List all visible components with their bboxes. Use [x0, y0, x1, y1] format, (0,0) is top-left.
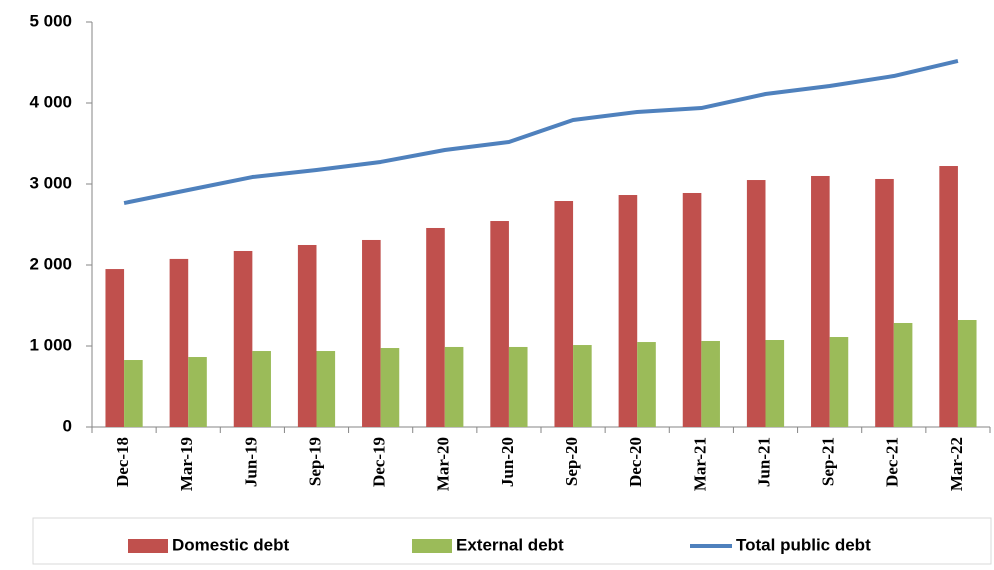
x-tick-label: Mar-21	[690, 437, 709, 491]
bar	[380, 348, 400, 427]
x-tick-label: Jun-21	[754, 437, 773, 487]
bar	[233, 250, 253, 427]
bar	[169, 258, 189, 427]
bar	[829, 337, 849, 427]
legend-marker	[128, 539, 168, 553]
bar	[811, 175, 830, 427]
legend-label: Total public debt	[736, 535, 871, 554]
legend-box	[32, 517, 992, 565]
bar	[893, 322, 913, 427]
bar	[362, 239, 381, 427]
x-tick-label: Mar-20	[434, 437, 453, 491]
bar	[188, 357, 207, 427]
bar	[105, 269, 125, 427]
bar	[682, 192, 702, 427]
y-tick-label: 5 000	[29, 11, 72, 30]
bar	[252, 351, 271, 427]
bar	[875, 178, 894, 427]
bar	[939, 166, 958, 427]
x-tick-label: Sep-21	[819, 437, 838, 486]
y-tick-label: 0	[63, 416, 72, 435]
bar	[573, 345, 592, 427]
x-tick-label: Dec-20	[626, 437, 645, 487]
bar	[124, 360, 143, 427]
bar	[618, 195, 638, 427]
bar	[957, 319, 977, 427]
x-tick-label: Sep-19	[305, 437, 324, 486]
x-tick-label: Sep-20	[562, 437, 581, 486]
line	[123, 59, 959, 205]
y-tick-label: 4 000	[29, 92, 72, 111]
legend-label: Domestic debt	[172, 535, 289, 554]
y-tick-label: 1 000	[29, 335, 72, 354]
legend-marker	[412, 539, 452, 553]
x-tick-label: Dec-21	[883, 437, 902, 487]
bar	[746, 180, 766, 427]
bar	[554, 201, 574, 427]
bar	[297, 244, 317, 427]
bar	[426, 227, 445, 427]
bar	[316, 351, 336, 427]
y-tick-label: 3 000	[29, 173, 72, 192]
bar	[508, 346, 528, 427]
x-tick-label: Mar-19	[177, 437, 196, 491]
x-tick-label: Dec-19	[370, 437, 389, 487]
y-tick-label: 2 000	[29, 254, 72, 273]
legend-label: External debt	[456, 535, 564, 554]
x-tick-label: Jun-19	[241, 437, 260, 487]
bar	[490, 221, 509, 427]
bar	[444, 346, 464, 427]
bar	[701, 340, 720, 427]
x-tick-label: Mar-22	[947, 437, 966, 491]
x-tick-label: Jun-20	[498, 437, 517, 487]
x-tick-label: Dec-18	[113, 437, 132, 487]
bar	[765, 340, 785, 427]
bar	[637, 342, 656, 427]
